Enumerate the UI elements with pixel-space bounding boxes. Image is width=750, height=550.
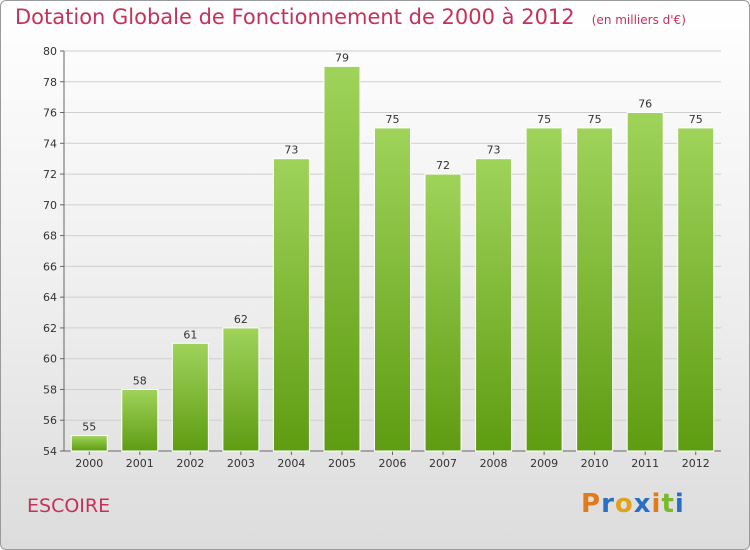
y-tick-label: 72 (43, 168, 57, 181)
value-label-2010: 75 (588, 113, 602, 126)
x-tick-label-2009: 2009 (530, 457, 558, 470)
y-tick-label: 62 (43, 322, 57, 335)
logo-letter: r (601, 489, 615, 519)
title-row: Dotation Globale de Fonctionnement de 20… (15, 5, 686, 29)
logo-letter: P (581, 489, 602, 519)
y-tick-label: 80 (43, 45, 57, 58)
value-label-2004: 73 (284, 144, 298, 157)
y-tick-label: 74 (43, 137, 57, 150)
chart-title: Dotation Globale de Fonctionnement de 20… (15, 5, 575, 29)
logo-letter: i (674, 489, 685, 519)
x-tick-label-2006: 2006 (379, 457, 407, 470)
bar-2009 (525, 127, 563, 452)
x-tick-label-2012: 2012 (682, 457, 710, 470)
value-label-2005: 79 (335, 51, 349, 64)
proxiti-logo[interactable]: Proxiti (581, 489, 685, 519)
bar-2012 (677, 127, 715, 452)
value-label-2011: 76 (638, 98, 652, 111)
bar-2008 (475, 158, 513, 452)
bar-2005 (323, 65, 361, 452)
x-tick-label-2008: 2008 (480, 457, 508, 470)
y-tick-label: 78 (43, 76, 57, 89)
y-tick-label: 70 (43, 199, 57, 212)
value-label-2006: 75 (386, 113, 400, 126)
y-tick-label: 54 (43, 445, 57, 458)
value-label-2007: 72 (436, 159, 450, 172)
y-tick-label: 58 (43, 383, 57, 396)
bar-2011 (626, 112, 664, 452)
value-label-2012: 75 (689, 113, 703, 126)
x-tick-label-2002: 2002 (176, 457, 204, 470)
bar-2002 (171, 342, 209, 452)
x-tick-label-2000: 2000 (75, 457, 103, 470)
value-label-2001: 58 (133, 374, 147, 387)
chart-unit: (en milliers d'€) (591, 13, 686, 27)
bar-2006 (374, 127, 411, 452)
bar-2004 (272, 158, 310, 452)
x-tick-label-2007: 2007 (429, 457, 457, 470)
y-tick-label: 56 (43, 414, 57, 427)
bar-2000 (70, 435, 108, 452)
value-label-2003: 62 (234, 313, 248, 326)
y-tick-label: 76 (43, 107, 57, 120)
x-tick-label-2005: 2005 (328, 457, 356, 470)
x-tick-label-2001: 2001 (126, 457, 154, 470)
logo-letter: i (651, 489, 662, 519)
bar-2003 (222, 327, 260, 452)
value-label-2008: 73 (487, 144, 501, 157)
x-tick-label-2011: 2011 (631, 457, 659, 470)
bars (70, 65, 715, 452)
y-tick-label: 68 (43, 230, 57, 243)
x-tick-label-2010: 2010 (581, 457, 609, 470)
value-label-2000: 55 (82, 421, 96, 434)
bar-2007 (424, 173, 462, 452)
x-tick-label-2003: 2003 (227, 457, 255, 470)
value-label-2002: 61 (183, 328, 197, 341)
x-tick-label-2004: 2004 (277, 457, 305, 470)
y-tick-label: 66 (43, 260, 57, 273)
logo-letter: x (633, 489, 652, 519)
value-label-2009: 75 (537, 113, 551, 126)
bar-2010 (576, 127, 614, 452)
y-tick-label: 64 (43, 291, 57, 304)
logo-letter: t (661, 489, 675, 519)
y-tick-label: 60 (43, 353, 57, 366)
labels: 54 56 58 60 62 64 66 68 70 72 74 76 78 80 55 2000 58 2001… (43, 45, 710, 470)
bar-2001 (121, 388, 159, 452)
logo-letter: o (614, 489, 634, 519)
commune-name: ESCOIRE (27, 495, 111, 517)
